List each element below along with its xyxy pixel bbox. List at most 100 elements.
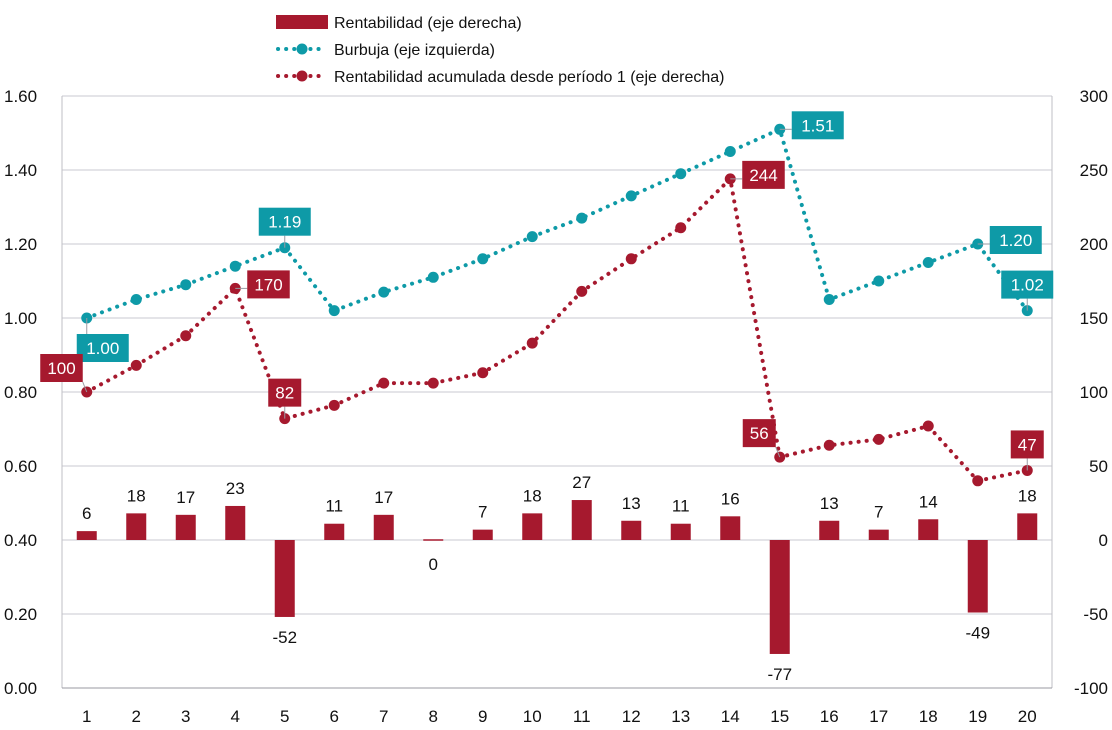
bar <box>720 516 741 540</box>
legend-swatch-marker <box>296 70 308 82</box>
burbuja-point <box>328 305 340 317</box>
bar-data-label: 13 <box>820 494 839 513</box>
legend-swatch-burbuja <box>276 43 328 55</box>
right-axis-tick-label: 300 <box>1080 87 1108 106</box>
burbuja-point <box>477 253 489 265</box>
rentabilidad-acumulada-callout-box <box>247 270 290 299</box>
burbuja-point <box>675 168 687 180</box>
bar-data-label: 17 <box>176 488 195 507</box>
x-axis-tick-label: 11 <box>573 707 591 726</box>
x-axis-tick-label: 4 <box>231 707 240 726</box>
burbuja-point <box>229 260 241 272</box>
rentabilidad-acumulada-point <box>576 285 588 297</box>
x-axis-tick-label: 3 <box>181 707 190 726</box>
bar-data-label: 0 <box>429 555 438 574</box>
rentabilidad-acumulada-point <box>427 377 439 389</box>
lines-layer <box>81 123 1033 487</box>
right-axis-tick-label: 100 <box>1080 383 1108 402</box>
left-axis-tick-label: 1.60 <box>4 87 37 106</box>
bar <box>918 519 939 540</box>
bars-layer <box>76 500 1038 654</box>
legend-label-burbuja: Burbuja (eje izquierda) <box>334 42 495 59</box>
bar <box>670 523 691 540</box>
rentabilidad-acumulada-callout-label: 170 <box>254 275 282 294</box>
rentabilidad-acumulada-callout-leader <box>775 446 781 458</box>
x-axis-tick-label: 17 <box>869 707 888 726</box>
x-axis-tick-label: 9 <box>478 707 487 726</box>
x-axis-tick-label: 8 <box>429 707 438 726</box>
left-axis-tick-label: 0.20 <box>4 605 37 624</box>
burbuja-point <box>625 190 637 202</box>
x-axis-tick-label: 6 <box>330 707 339 726</box>
bar <box>175 514 196 540</box>
bar <box>522 513 543 540</box>
burbuja-callout-label: 1.00 <box>86 339 119 358</box>
rentabilidad-acumulada-callout-box <box>742 419 776 448</box>
rentabilidad-acumulada-line <box>84 174 1030 483</box>
rentabilidad-acumulada-point <box>526 337 538 349</box>
bar <box>819 520 840 540</box>
bar-data-label: 27 <box>572 473 591 492</box>
rentabilidad-acumulada-point <box>625 253 637 265</box>
burbuja-point <box>378 286 390 298</box>
x-axis-tick-label: 1 <box>82 707 91 726</box>
right-axis-tick-label: -50 <box>1083 605 1108 624</box>
x-axis-tick-label: 16 <box>820 707 839 726</box>
burbuja-point <box>427 271 439 283</box>
rentabilidad-acumulada-point <box>378 377 390 389</box>
rentabilidad-acumulada-point <box>180 330 192 342</box>
rentabilidad-acumulada-callout-box <box>742 160 785 189</box>
x-axis-tick-label: 13 <box>671 707 690 726</box>
legend-label-rentabilidad: Rentabilidad (eje derecha) <box>334 15 522 32</box>
bar <box>76 531 97 540</box>
burbuja-point <box>180 279 192 291</box>
bar <box>621 520 642 540</box>
callouts-layer: 1.00 1.19 1.51 1.20 1.02 100 170 82 244 56 47 <box>40 111 1054 471</box>
bar <box>373 514 394 540</box>
bar-data-label: -49 <box>965 624 990 643</box>
burbuja-callout-label: 1.19 <box>268 213 301 232</box>
bar-data-label: 6 <box>82 504 91 523</box>
bar-data-label: 11 <box>325 497 343 516</box>
left-axis-tick-label: 1.00 <box>4 309 37 328</box>
bar-data-label: 18 <box>523 486 542 505</box>
burbuja-point <box>724 146 736 157</box>
left-axis-tick-label: 0.40 <box>4 531 37 550</box>
x-axis-tick-label: 7 <box>379 707 388 726</box>
rentabilidad-acumulada-point <box>922 420 934 432</box>
burbuja-callout-label: 1.02 <box>1011 276 1044 295</box>
burbuja-callout-box <box>791 111 844 140</box>
bar-data-label: 7 <box>478 503 487 522</box>
bar <box>769 540 790 654</box>
bar-data-label: 13 <box>622 494 641 513</box>
x-axis-tick-label: 10 <box>523 707 542 726</box>
bar <box>868 529 889 540</box>
left-axis-tick-label: 0.60 <box>4 457 37 476</box>
bar <box>324 523 345 540</box>
x-axis-tick-label: 19 <box>968 707 987 726</box>
burbuja-callout-box <box>1001 270 1054 299</box>
bar <box>571 500 592 540</box>
right-axis-tick-label: -100 <box>1074 679 1108 698</box>
right-axis-tick-label: 150 <box>1080 309 1108 328</box>
left-axis-tick-label: 1.40 <box>4 161 37 180</box>
burbuja-callout-label: 1.51 <box>801 116 834 135</box>
bar <box>126 513 147 540</box>
burbuja-callout-box <box>76 334 129 362</box>
left-axis-tick-label: 0.80 <box>4 383 37 402</box>
bar-data-label: 7 <box>874 503 883 522</box>
rentabilidad-acumulada-callout-box <box>268 378 302 407</box>
burbuja-point <box>823 294 835 305</box>
right-axis-tick-label: 250 <box>1080 161 1108 180</box>
burbuja-point <box>130 294 142 305</box>
legend-swatch-rentabilidad-acumulada <box>276 70 328 82</box>
x-axis-tick-label: 12 <box>622 707 641 726</box>
left-axis-tick-label: 1.20 <box>4 235 37 254</box>
burbuja-point <box>526 231 538 243</box>
bar-data-label: -52 <box>272 628 297 647</box>
rentabilidad-acumulada-point <box>972 475 984 487</box>
burbuja-callout-box <box>989 226 1042 254</box>
legend: Rentabilidad (eje derecha) Burbuja (eje … <box>276 15 724 86</box>
legend-swatch-marker <box>296 43 308 55</box>
